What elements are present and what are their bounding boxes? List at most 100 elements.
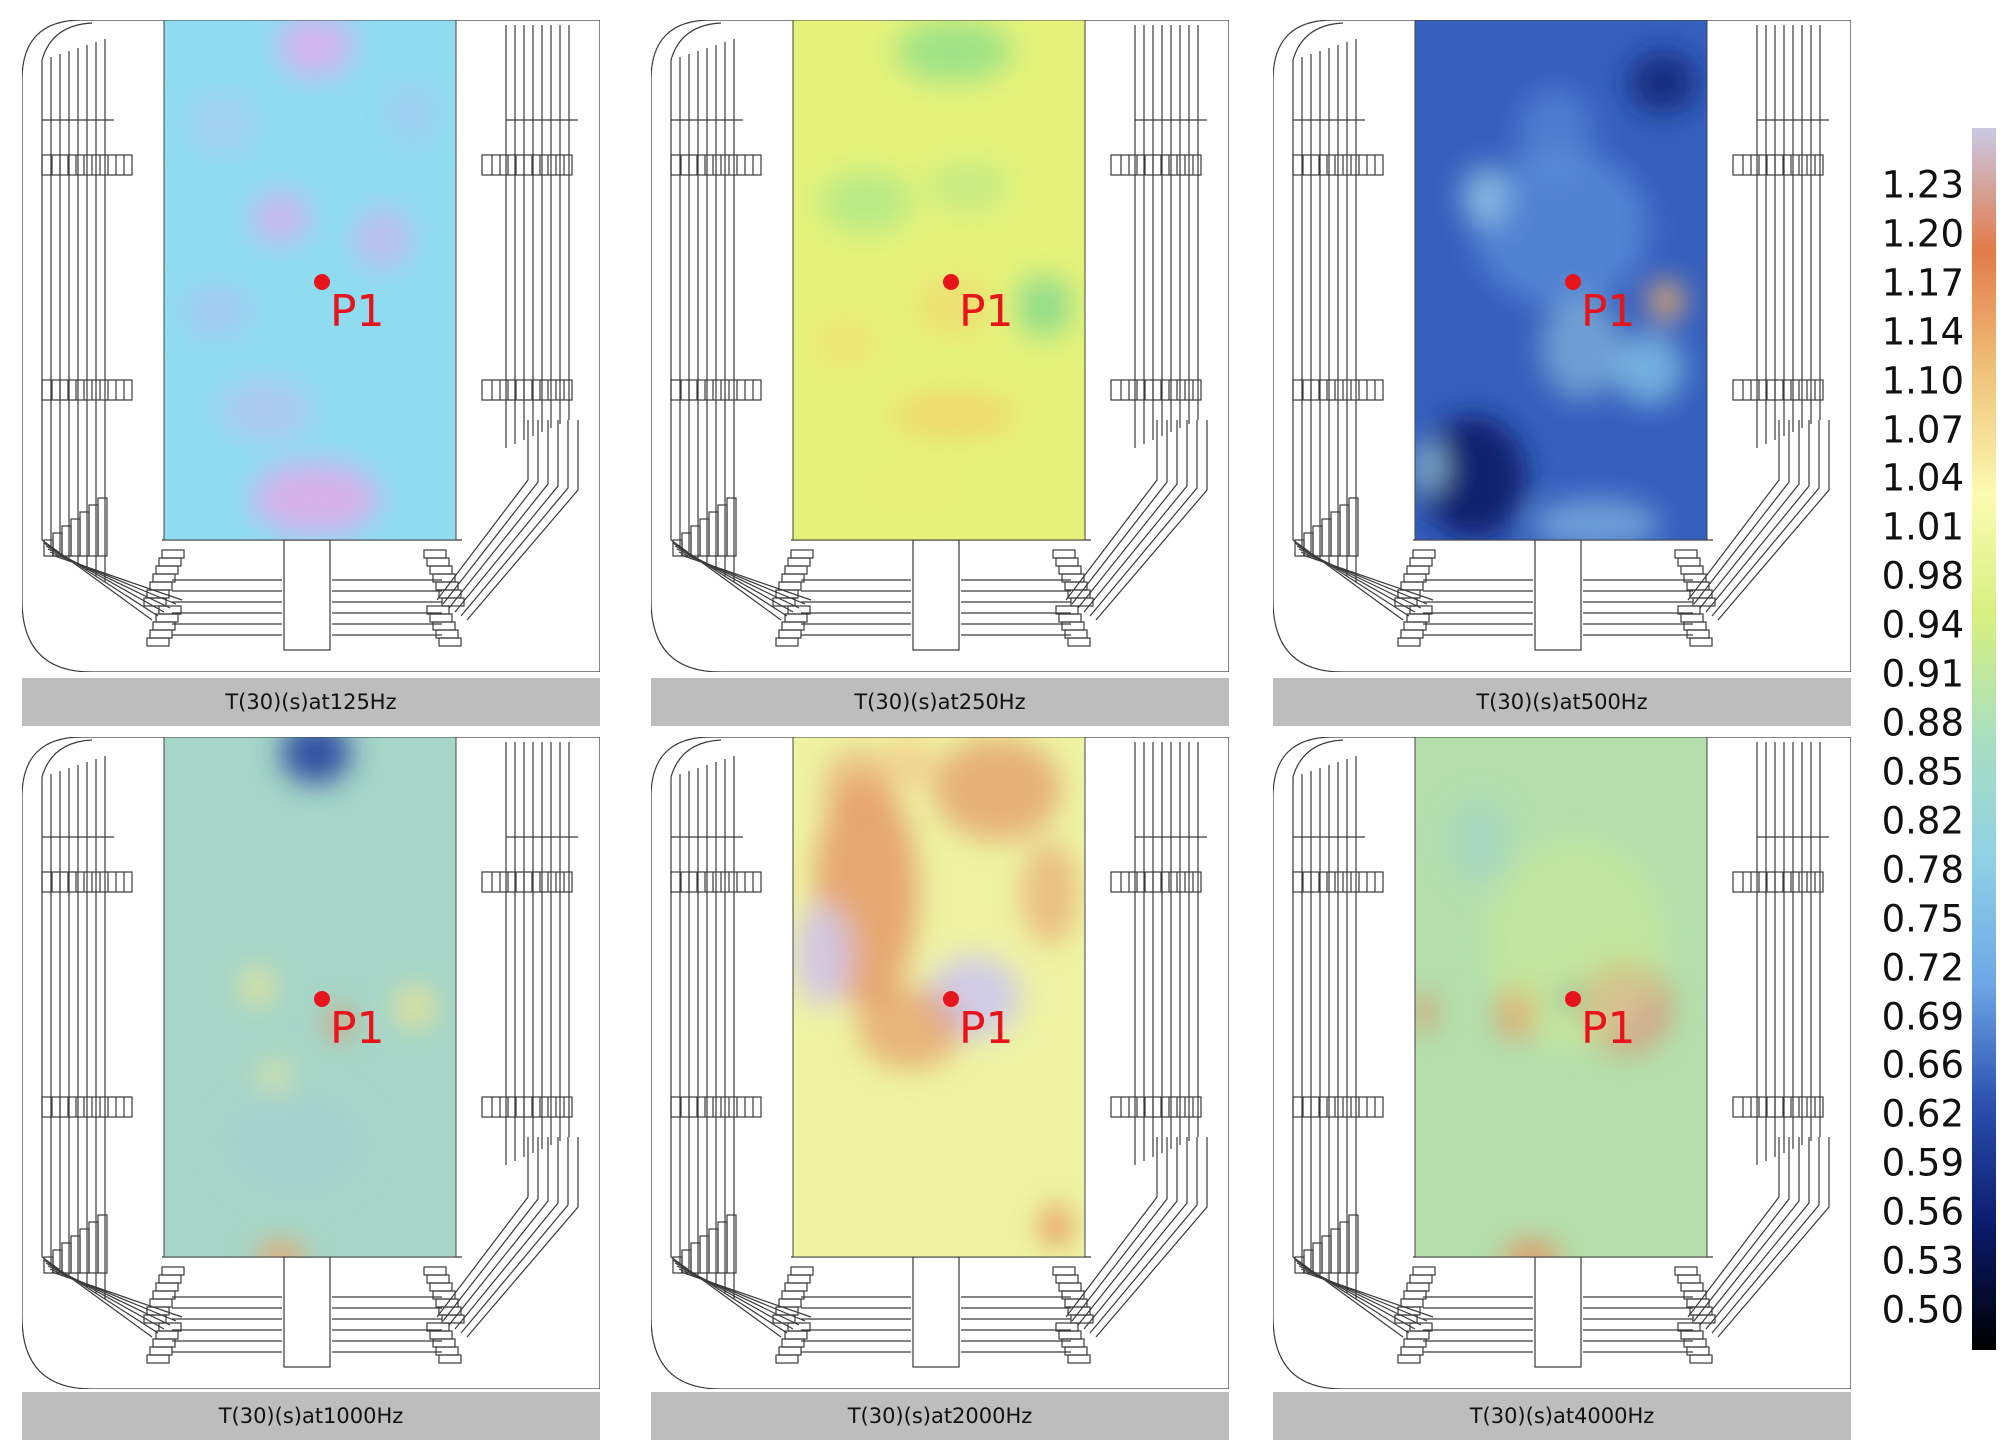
heatmap-blob (1020, 841, 1080, 945)
heatmap-blob (260, 1059, 290, 1091)
colorbar-tick-label: 0.69 (1881, 995, 1964, 1039)
heatmap-blob (181, 285, 252, 338)
heatmap-blob (880, 737, 939, 789)
colorbar-tick-label: 0.50 (1881, 1288, 1964, 1332)
field-border (792, 20, 1086, 541)
field-border (1414, 20, 1708, 541)
measurement-point (1565, 274, 1581, 290)
colorbar-tick-label: 0.72 (1881, 946, 1964, 990)
colorbar-tick-label: 1.07 (1881, 408, 1964, 452)
heatmap-blob (1450, 799, 1509, 883)
heatmap-blob (1488, 841, 1664, 1049)
colorbar-tick-label: 0.59 (1881, 1141, 1964, 1185)
colorbar-tick-label: 1.17 (1881, 261, 1964, 305)
colorbar-tick-label: 1.23 (1881, 163, 1964, 207)
colorbar-tick-label: 0.78 (1881, 848, 1964, 892)
heatmap-blob (242, 968, 273, 1005)
heatmap-blob (327, 1007, 351, 1039)
heatmap-field (164, 737, 456, 1257)
panel-caption: T(30)(s)at125Hz (22, 678, 600, 726)
measurement-point (943, 274, 959, 290)
heatmap-blob (1415, 441, 1448, 494)
heatmap-panel: P1 (22, 20, 600, 672)
heatmap-blob (257, 1241, 305, 1257)
panel-caption: T(30)(s)at500Hz (1273, 678, 1851, 726)
panel-caption: T(30)(s)at4000Hz (1273, 1392, 1851, 1440)
measurement-point (943, 991, 959, 1007)
colorbar-tick-label: 0.66 (1881, 1043, 1964, 1087)
measurement-point (1565, 991, 1581, 1007)
field-border (163, 737, 457, 1258)
heatmap-blob (1041, 1205, 1071, 1247)
heatmap-blob (1014, 274, 1074, 338)
heatmap-blob (251, 191, 310, 244)
heatmap-blob (383, 82, 442, 145)
colorbar-tick-label: 1.01 (1881, 505, 1964, 549)
colorbar-tick-label: 0.94 (1881, 603, 1964, 647)
heatmap-blob (912, 274, 995, 338)
heatmap-blob (793, 903, 852, 1008)
heatmap-panel: P1 (1273, 737, 1851, 1389)
panel-caption: T(30)(s)at1000Hz (22, 1392, 600, 1440)
heatmap-blob (822, 747, 893, 831)
colorbar-tick-label: 1.20 (1881, 212, 1964, 256)
heatmap-panel: P1 (651, 737, 1229, 1389)
heatmap-blob (1461, 165, 1509, 228)
heatmap-blob (222, 1090, 369, 1195)
colorbar-tick-label: 0.56 (1881, 1190, 1964, 1234)
colorbar-tick-label: 0.85 (1881, 750, 1964, 794)
heatmap-panel: P1 (1273, 20, 1851, 672)
heatmap-blob (1648, 280, 1684, 322)
heatmap-blob (187, 92, 258, 156)
measurement-point (314, 274, 330, 290)
panel-caption: T(30)(s)at2000Hz (651, 1392, 1229, 1440)
heatmap-blob (1540, 295, 1623, 400)
field-border (163, 20, 457, 541)
colorbar-tick-label: 0.75 (1881, 897, 1964, 941)
heatmap-blob (277, 20, 354, 78)
heatmap-blob (933, 737, 1062, 841)
heatmap-blob (280, 737, 351, 784)
point-label: P1 (959, 1003, 1014, 1054)
heatmap-field (793, 20, 1085, 540)
colorbar-tick-label: 0.62 (1881, 1092, 1964, 1136)
colorbar-tick-label: 1.04 (1881, 456, 1964, 500)
field-border (792, 737, 1086, 1258)
heatmap-blob (927, 160, 1010, 213)
heatmap-blob (1473, 150, 1649, 306)
point-label: P1 (330, 1003, 385, 1054)
heatmap-panel: P1 (22, 737, 600, 1389)
panel-caption: T(30)(s)at250Hz (651, 678, 1229, 726)
heatmap-field (1415, 737, 1707, 1257)
venue-outline (22, 20, 600, 672)
heatmap-field (164, 20, 456, 540)
heatmap-panel: P1 (651, 20, 1229, 672)
heatmap-blob (810, 316, 881, 369)
heatmap-blob (219, 378, 313, 442)
colorbar-tick-label: 1.10 (1881, 359, 1964, 403)
heatmap-blob (1415, 991, 1433, 1034)
heatmap-blob (857, 986, 963, 1070)
point-label: P1 (959, 286, 1014, 337)
heatmap-blob (353, 207, 413, 270)
point-label: P1 (1581, 286, 1636, 337)
heatmap-blob (819, 170, 913, 234)
venue-outline (651, 20, 1229, 672)
heatmap-blob (394, 986, 436, 1029)
colorbar-tick-label: 0.88 (1881, 701, 1964, 745)
heatmap-blob (1531, 498, 1661, 540)
heatmap-blob (1613, 332, 1684, 405)
colorbar-tick-label: 0.53 (1881, 1239, 1964, 1283)
heatmap-blob (889, 389, 1018, 442)
heatmap-blob (1628, 51, 1699, 114)
heatmap-blob (851, 462, 969, 514)
heatmap-blob (895, 20, 1012, 83)
venue-outline (22, 737, 600, 1389)
measurement-point (314, 991, 330, 1007)
heatmap-field (793, 737, 1085, 1257)
colorbar-tick-label: 1.14 (1881, 310, 1964, 354)
colorbar-tick-label: 0.98 (1881, 554, 1964, 598)
colorbar-tick-label: 0.91 (1881, 652, 1964, 696)
heatmap-blob (1420, 415, 1526, 540)
point-label: P1 (1581, 1003, 1636, 1054)
